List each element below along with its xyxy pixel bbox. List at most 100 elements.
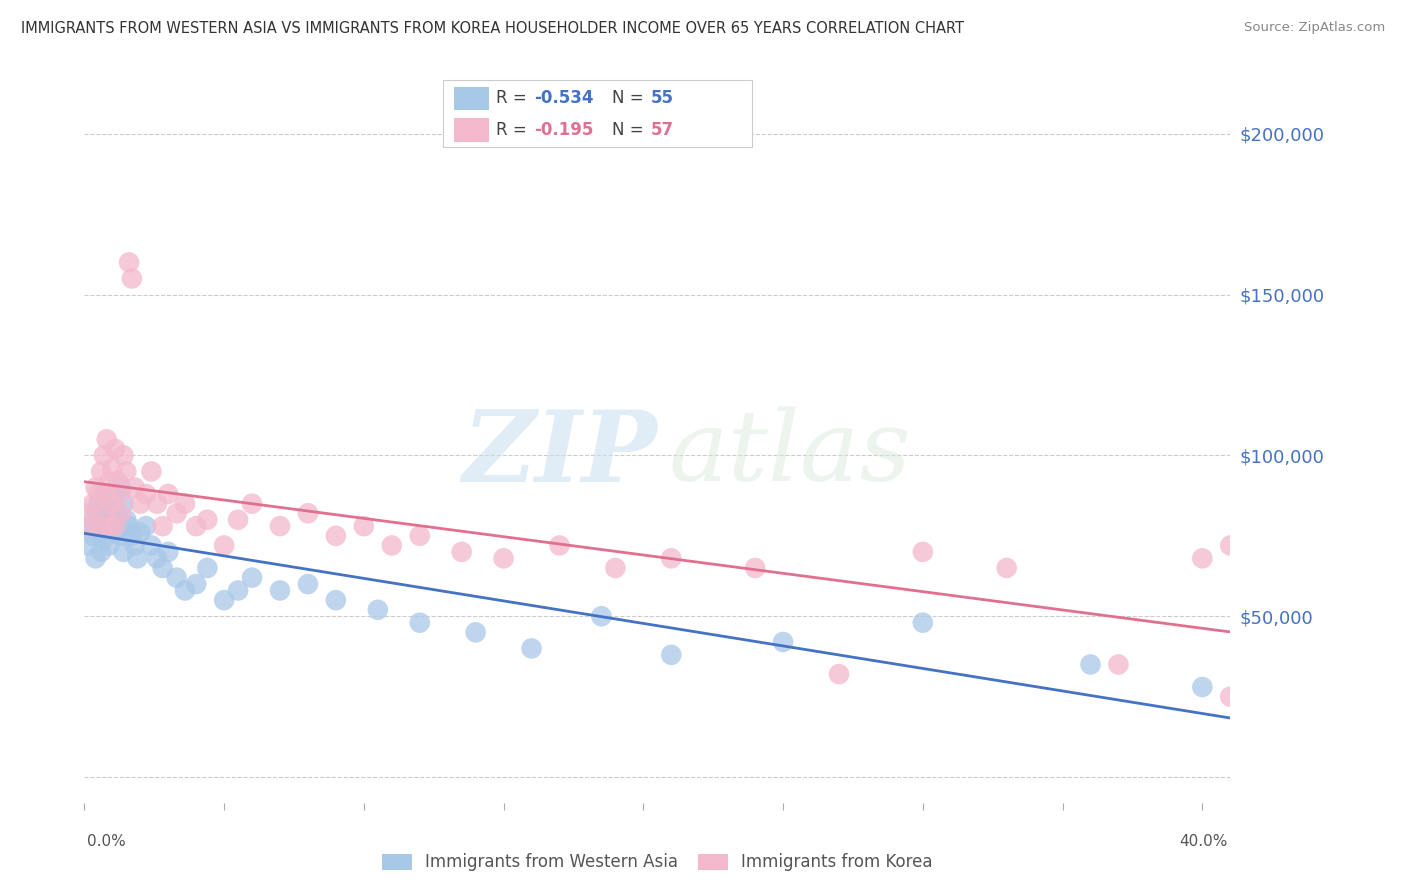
Text: IMMIGRANTS FROM WESTERN ASIA VS IMMIGRANTS FROM KOREA HOUSEHOLDER INCOME OVER 65: IMMIGRANTS FROM WESTERN ASIA VS IMMIGRAN… bbox=[21, 21, 965, 36]
Point bbox=[90, 519, 112, 533]
Point bbox=[409, 529, 432, 543]
Point bbox=[520, 641, 543, 656]
Text: atlas: atlas bbox=[669, 406, 911, 501]
Point bbox=[157, 545, 180, 559]
Point bbox=[212, 593, 235, 607]
Point bbox=[911, 615, 934, 630]
Point bbox=[135, 487, 157, 501]
Point bbox=[744, 561, 766, 575]
Point bbox=[174, 497, 197, 511]
Point bbox=[166, 506, 188, 520]
Point bbox=[104, 525, 127, 540]
Point bbox=[93, 487, 115, 501]
Point bbox=[90, 545, 112, 559]
Text: -0.195: -0.195 bbox=[534, 120, 593, 139]
Point bbox=[127, 551, 149, 566]
Point bbox=[90, 465, 112, 479]
Point bbox=[96, 432, 118, 446]
Point bbox=[93, 506, 115, 520]
Point bbox=[297, 577, 319, 591]
Point bbox=[129, 497, 152, 511]
Text: 0.0%: 0.0% bbox=[87, 834, 127, 849]
Point bbox=[240, 571, 263, 585]
Point bbox=[96, 519, 118, 533]
Point bbox=[186, 577, 208, 591]
Point bbox=[492, 551, 515, 566]
Point bbox=[96, 503, 118, 517]
Point bbox=[325, 529, 347, 543]
Text: 57: 57 bbox=[651, 120, 673, 139]
Point bbox=[1219, 690, 1241, 704]
Point bbox=[76, 539, 98, 553]
Point bbox=[911, 545, 934, 559]
Point bbox=[174, 583, 197, 598]
Point bbox=[82, 529, 104, 543]
Point bbox=[87, 497, 110, 511]
Point bbox=[659, 551, 682, 566]
Point bbox=[87, 525, 110, 540]
Point bbox=[146, 497, 169, 511]
Point bbox=[195, 513, 218, 527]
Point bbox=[98, 519, 121, 533]
Point bbox=[104, 519, 127, 533]
Text: -0.534: -0.534 bbox=[534, 89, 593, 107]
Point bbox=[98, 539, 121, 553]
Point bbox=[240, 497, 263, 511]
Point bbox=[115, 513, 138, 527]
Text: Source: ZipAtlas.com: Source: ZipAtlas.com bbox=[1244, 21, 1385, 34]
Point bbox=[141, 539, 163, 553]
Text: R =: R = bbox=[496, 120, 533, 139]
Point bbox=[96, 487, 118, 501]
Point bbox=[118, 255, 141, 269]
Point bbox=[101, 516, 124, 530]
Point bbox=[591, 609, 613, 624]
Point bbox=[90, 513, 112, 527]
Point bbox=[157, 487, 180, 501]
Point bbox=[112, 545, 135, 559]
Text: ZIP: ZIP bbox=[463, 406, 658, 502]
Point bbox=[269, 583, 291, 598]
Point bbox=[121, 271, 143, 285]
Point bbox=[464, 625, 486, 640]
Point bbox=[124, 481, 146, 495]
Point bbox=[297, 506, 319, 520]
Point bbox=[98, 474, 121, 488]
Point bbox=[409, 615, 432, 630]
Point bbox=[548, 539, 571, 553]
Text: N =: N = bbox=[612, 89, 648, 107]
Point bbox=[659, 648, 682, 662]
Point bbox=[101, 497, 124, 511]
Point bbox=[367, 603, 389, 617]
Point bbox=[325, 593, 347, 607]
Point bbox=[828, 667, 851, 681]
Point bbox=[226, 513, 249, 527]
Point bbox=[76, 506, 98, 520]
Point bbox=[84, 551, 107, 566]
Point bbox=[772, 635, 794, 649]
Point bbox=[995, 561, 1018, 575]
Point bbox=[166, 571, 188, 585]
Point bbox=[146, 551, 169, 566]
Point bbox=[101, 461, 124, 475]
Point bbox=[381, 539, 404, 553]
Point bbox=[353, 519, 375, 533]
Point bbox=[1191, 551, 1213, 566]
Point bbox=[1080, 657, 1102, 672]
Point bbox=[152, 561, 174, 575]
Point bbox=[118, 519, 141, 533]
Point bbox=[129, 525, 152, 540]
Point bbox=[450, 545, 472, 559]
Point bbox=[115, 465, 138, 479]
Point bbox=[84, 506, 107, 520]
Point bbox=[124, 539, 146, 553]
Point bbox=[110, 529, 132, 543]
Point bbox=[269, 519, 291, 533]
Text: 40.0%: 40.0% bbox=[1180, 834, 1227, 849]
Point bbox=[141, 465, 163, 479]
Point bbox=[605, 561, 627, 575]
Point bbox=[1191, 680, 1213, 694]
Point bbox=[93, 532, 115, 546]
Text: 55: 55 bbox=[651, 89, 673, 107]
Point bbox=[93, 449, 115, 463]
Point bbox=[104, 487, 127, 501]
